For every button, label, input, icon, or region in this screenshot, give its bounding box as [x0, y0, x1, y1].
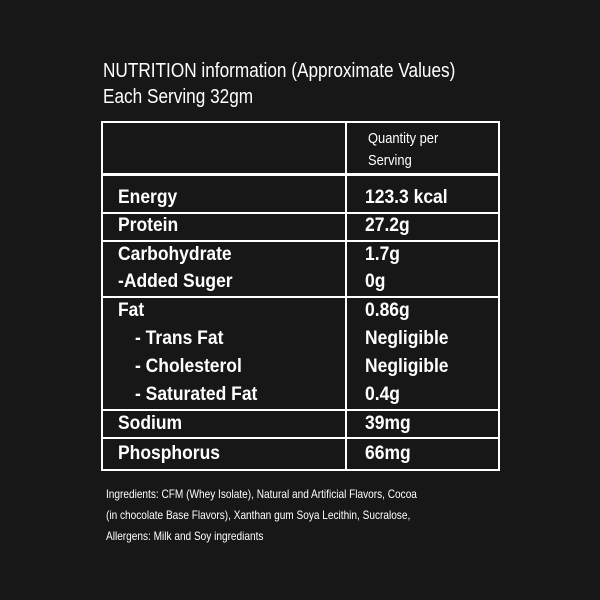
nutrient-value: 0g — [365, 271, 386, 292]
table-row-saturated-fat: - Saturated Fat 0.4g — [103, 381, 498, 409]
table-row-fat: Fat 0.86g — [103, 297, 498, 325]
nutrient-value: 1.7g — [365, 244, 400, 265]
nutrient-value: 123.3 kcal — [365, 187, 448, 208]
ingredients-line: (in chocolate Base Flavors), Xanthan gum… — [106, 508, 411, 522]
nutrient-name: - Cholesterol — [135, 356, 242, 377]
nutrient-name: Energy — [118, 187, 178, 208]
row-divider — [103, 212, 498, 214]
nutrient-name: Carbohydrate — [118, 244, 232, 265]
table-row-carbohydrate: Carbohydrate 1.7g — [103, 241, 498, 269]
nutrient-name: Protein — [118, 215, 179, 236]
nutrient-value: Negligible — [365, 356, 449, 377]
nutrient-value: 0.4g — [365, 384, 400, 405]
row-divider — [103, 409, 498, 411]
nutrition-table: Quantity per Serving Energy 123.3 kcal P… — [101, 121, 500, 471]
nutrient-name: -Added Suger — [118, 271, 233, 292]
nutrient-value: 27.2g — [365, 215, 410, 236]
nutrient-name: Phosphorus — [118, 443, 220, 464]
heading-title: NUTRITION information (Approximate Value… — [103, 60, 456, 82]
nutrition-heading: NUTRITION information (Approximate Value… — [103, 58, 455, 110]
header-divider — [103, 173, 498, 176]
quantity-column-header: Quantity per Serving — [368, 130, 439, 169]
table-row-added-sugar: -Added Suger 0g — [103, 268, 498, 296]
row-divider — [103, 296, 498, 298]
table-row-trans-fat: - Trans Fat Negligible — [103, 325, 498, 353]
row-divider — [103, 240, 498, 242]
table-row-sodium: Sodium 39mg — [103, 410, 498, 438]
nutrient-name: Fat — [118, 300, 145, 321]
nutrient-value: 66mg — [365, 443, 411, 464]
nutrient-value: Negligible — [365, 328, 449, 349]
nutrient-value: 0.86g — [365, 300, 410, 321]
nutrient-name: Sodium — [118, 413, 183, 434]
nutrient-name: - Trans Fat — [135, 328, 224, 349]
table-row-phosphorus: Phosphorus 66mg — [103, 440, 498, 468]
table-row-cholesterol: - Cholesterol Negligible — [103, 353, 498, 381]
allergens-line: Allergens: Milk and Soy ingrediants — [106, 529, 264, 543]
table-row-protein: Protein 27.2g — [103, 212, 498, 240]
ingredients-line: Ingredients: CFM (Whey Isolate), Natural… — [106, 487, 417, 501]
table-row-energy: Energy 123.3 kcal — [103, 184, 498, 212]
serving-size: Each Serving 32gm — [103, 86, 254, 108]
nutrient-value: 39mg — [365, 413, 411, 434]
ingredients-text: Ingredients: CFM (Whey Isolate), Natural… — [106, 484, 459, 547]
nutrient-name: - Saturated Fat — [135, 384, 258, 405]
row-divider — [103, 437, 498, 439]
